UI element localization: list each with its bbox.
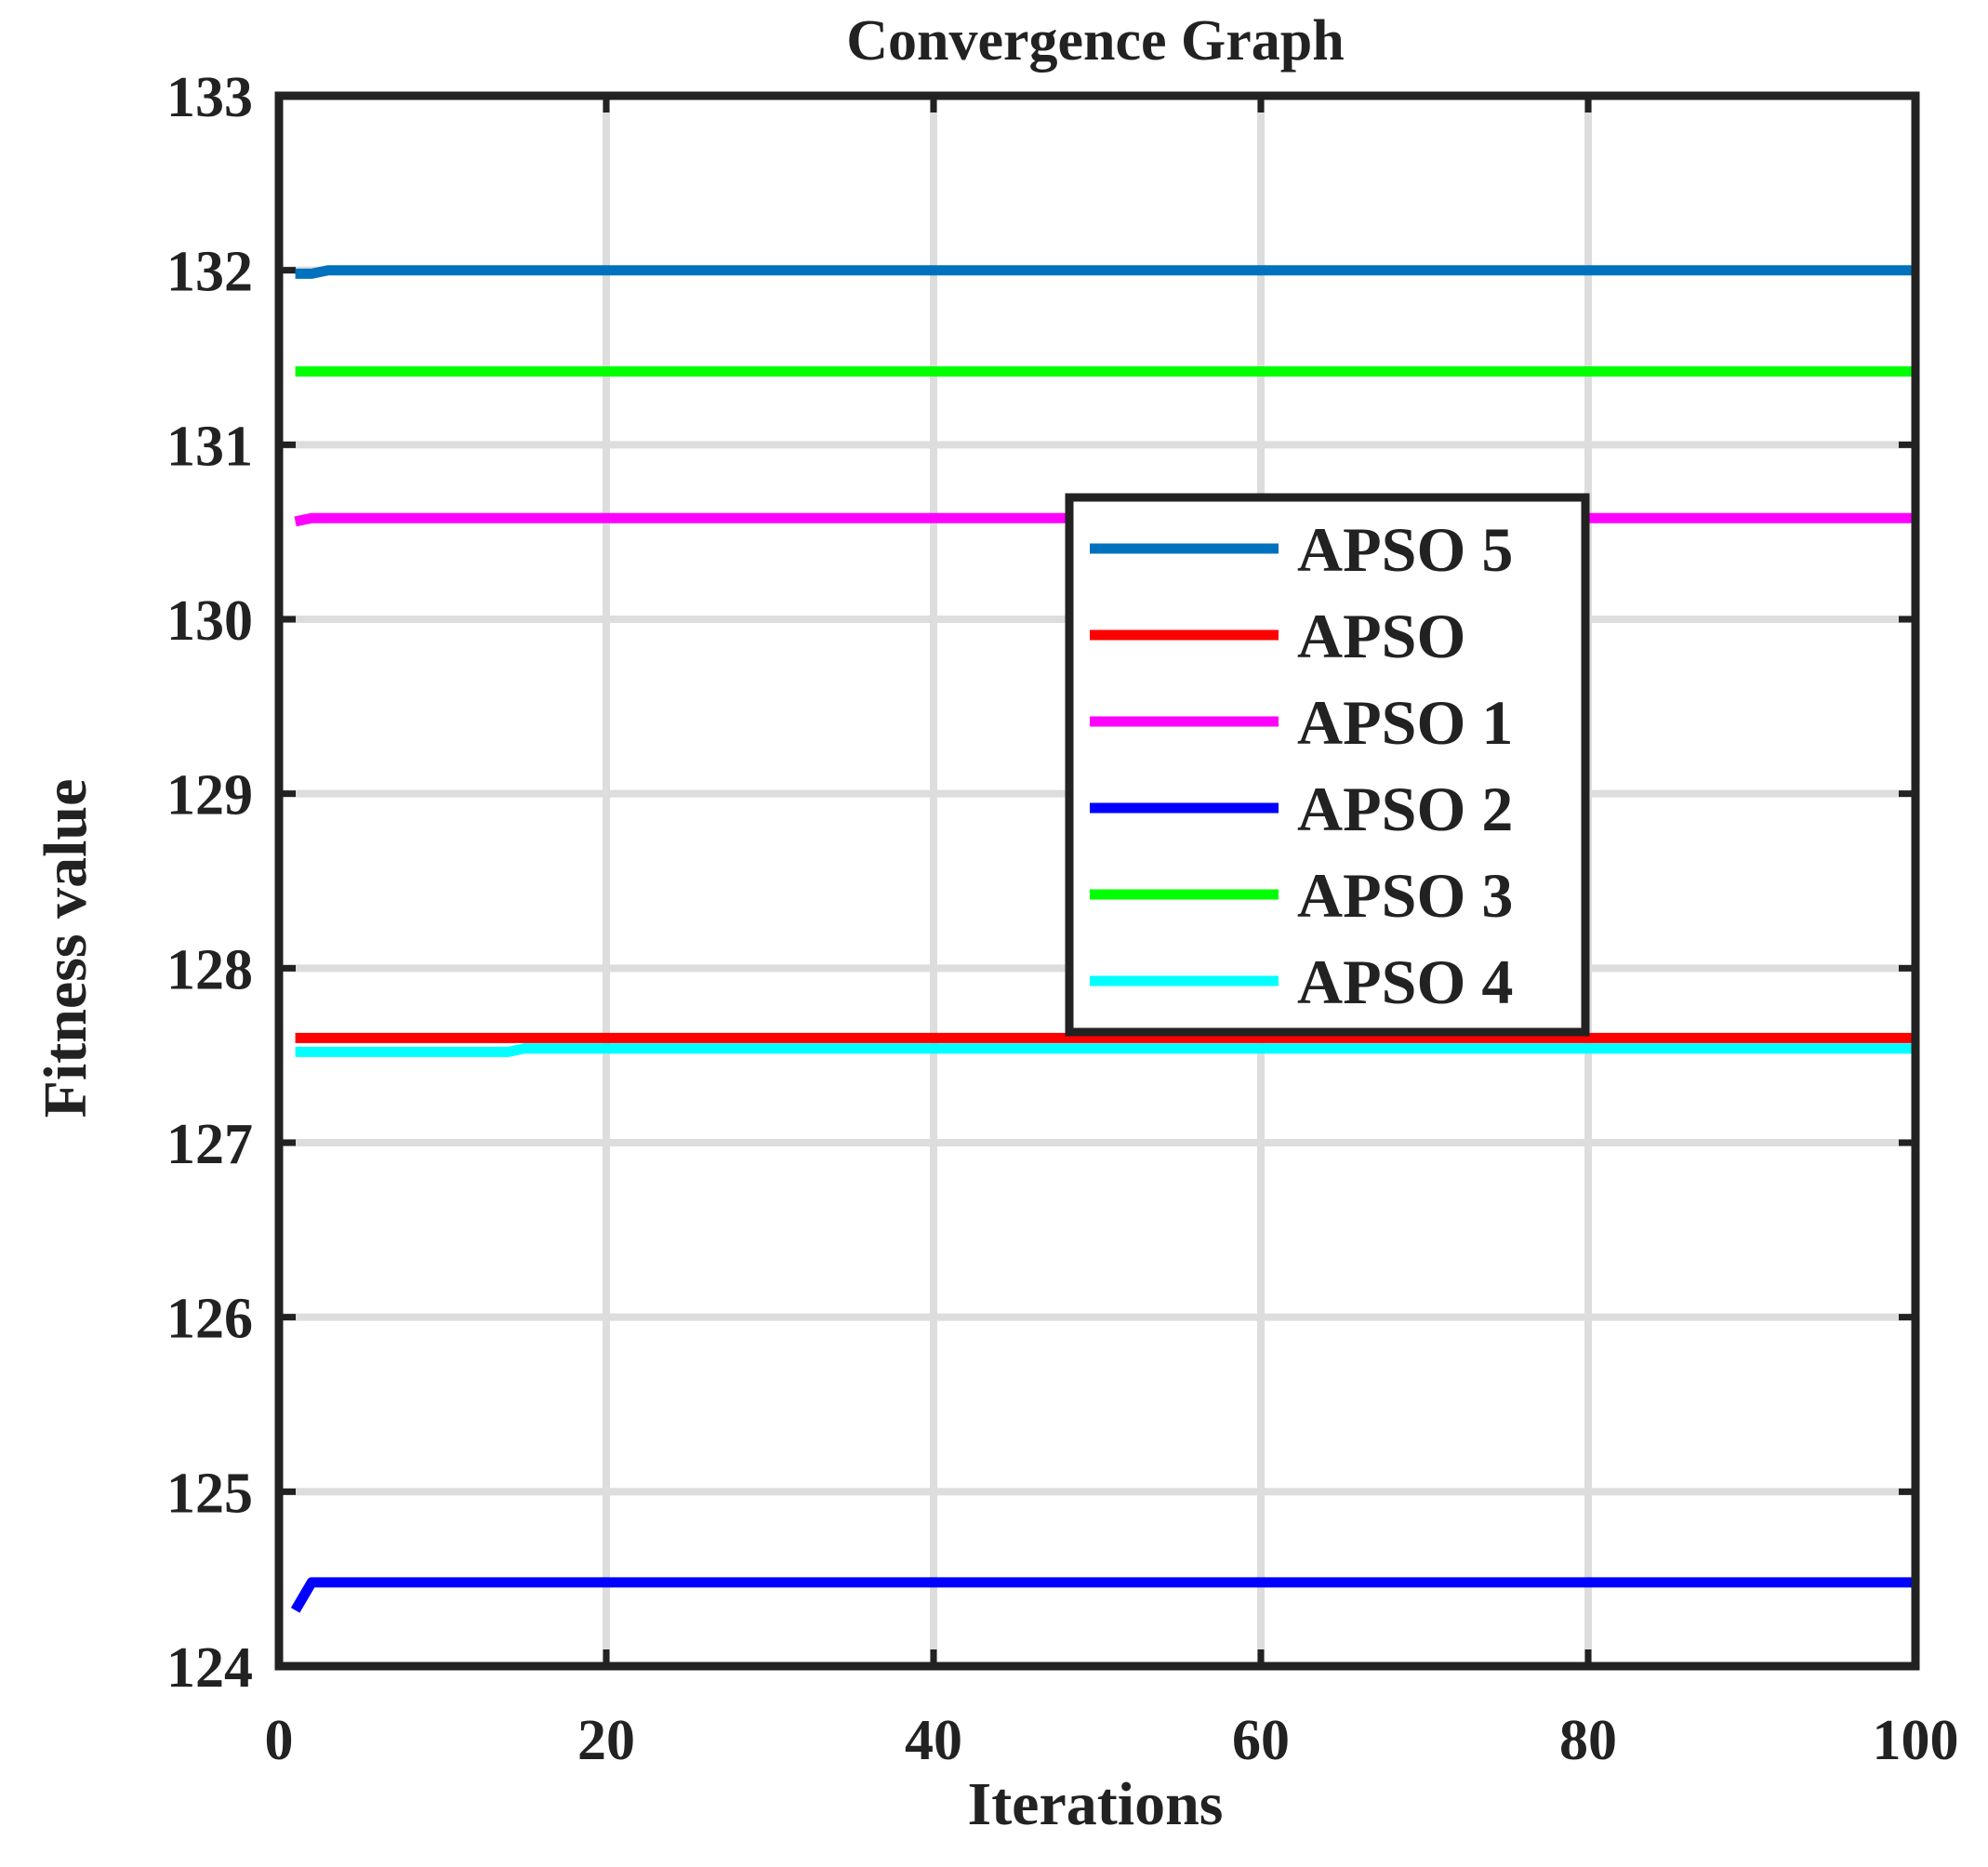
y-tick-label: 124 (166, 1636, 253, 1700)
legend: APSO 5 APSO APSO 1 APSO 2 APSO 3 APSO 4 (1065, 493, 1590, 1037)
legend-label: APSO (1297, 601, 1465, 671)
y-tick-label: 130 (166, 589, 253, 653)
y-tick-label: 129 (166, 764, 253, 828)
legend-label: APSO 3 (1297, 860, 1513, 931)
x-tick-label: 60 (1232, 1709, 1290, 1772)
legend-label: APSO 4 (1297, 947, 1513, 1017)
plot-frame (274, 91, 1920, 1671)
series-line-apso-5 (295, 265, 1915, 279)
y-axis-label: Fitness value (32, 779, 99, 1119)
x-tick-label: 0 (265, 1709, 294, 1772)
legend-box (1065, 493, 1590, 1037)
y-tick-label: 126 (166, 1288, 253, 1351)
series-line-apso-2 (290, 1577, 1915, 1613)
legend-label: APSO 2 (1297, 774, 1513, 844)
x-tick-label: 100 (1873, 1709, 1959, 1772)
x-axis-label: Iterations (968, 1770, 1224, 1838)
tick-layer: 0 20 40 60 80 100 124 125 126 127 128 129 130 131 132 1… (166, 66, 1959, 1772)
x-tick-label: 80 (1559, 1709, 1617, 1772)
y-tick-label: 125 (166, 1462, 253, 1525)
x-tick-label: 40 (905, 1709, 962, 1772)
x-tick-label: 20 (577, 1709, 635, 1772)
y-tick-label: 131 (166, 415, 253, 478)
series-line-apso-4 (295, 1043, 1915, 1057)
y-tick-label: 133 (166, 66, 253, 129)
legend-label: APSO 5 (1297, 514, 1513, 585)
y-tick-label: 132 (166, 241, 253, 304)
y-tick-label: 128 (166, 938, 253, 1001)
chart-title: Convergence Graph (846, 9, 1345, 73)
legend-label: APSO 1 (1297, 687, 1513, 758)
y-tick-label: 127 (166, 1113, 253, 1176)
